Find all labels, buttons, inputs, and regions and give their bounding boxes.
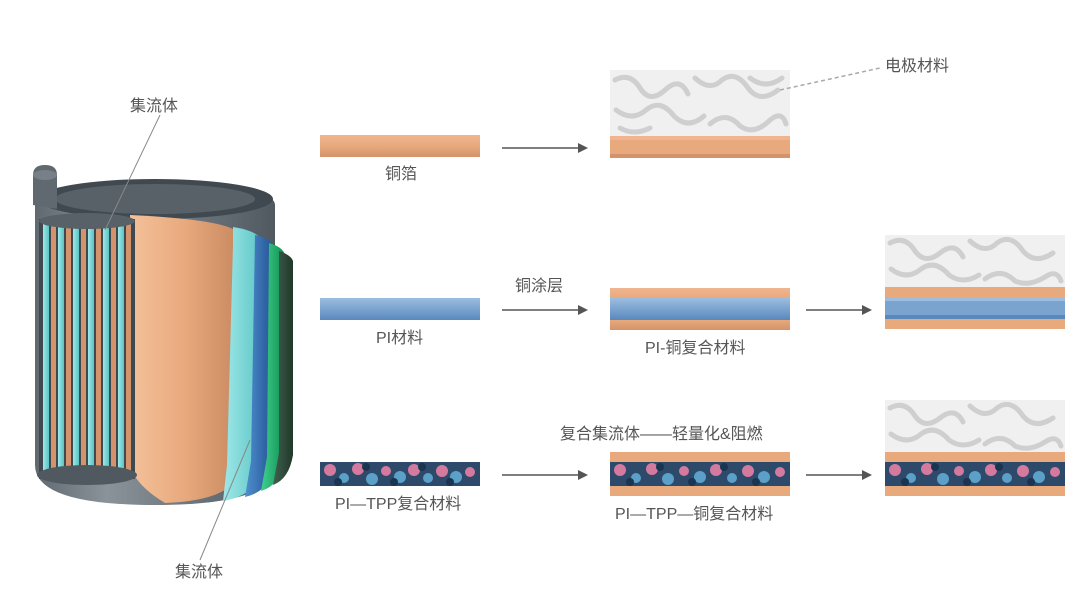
arrow-row2-2 bbox=[804, 300, 874, 320]
pi-slab bbox=[320, 298, 480, 320]
electrode-material-label: 电极材料 bbox=[885, 52, 949, 76]
arrow-row2-1 bbox=[500, 300, 590, 320]
pi-tpp-copper-label: PI—TPP—铜复合材料 bbox=[615, 500, 773, 524]
electrode-on-pi-copper bbox=[885, 235, 1065, 331]
pi-material-label: PI材料 bbox=[376, 324, 423, 348]
copper-foil-label: 铜箔 bbox=[385, 160, 417, 184]
electrode-on-pi-tpp-copper bbox=[885, 400, 1065, 498]
composite-header-label: 复合集流体——轻量化&阻燃 bbox=[560, 420, 763, 444]
pi-copper-label: PI-铜复合材料 bbox=[645, 334, 745, 358]
pi-copper-slab bbox=[610, 288, 790, 330]
arrow-row3-2 bbox=[804, 465, 874, 485]
pi-tpp-slab bbox=[320, 462, 480, 486]
pi-tpp-label: PI—TPP复合材料 bbox=[335, 490, 461, 514]
arrow-row3-1 bbox=[500, 465, 590, 485]
copper-foil-slab bbox=[320, 135, 480, 157]
arrow-row1-1 bbox=[500, 138, 590, 158]
collector-label-bottom: 集流体 bbox=[175, 558, 223, 582]
annotation-line-bottom bbox=[0, 0, 320, 606]
pi-tpp-copper-slab bbox=[610, 452, 790, 496]
electrode-on-copper bbox=[610, 70, 790, 160]
copper-coating-label: 铜涂层 bbox=[515, 272, 563, 296]
